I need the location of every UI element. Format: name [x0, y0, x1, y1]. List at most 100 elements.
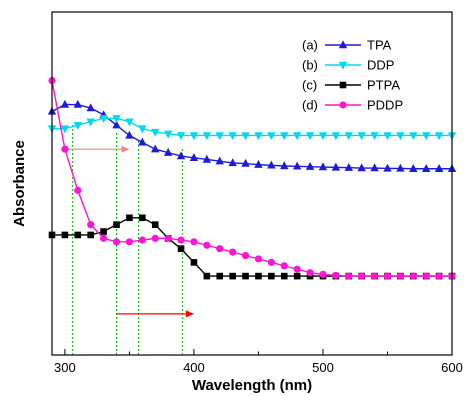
data-point	[190, 259, 198, 266]
data-point	[216, 245, 224, 253]
data-point	[125, 130, 134, 139]
data-point	[254, 255, 263, 263]
data-point	[151, 128, 160, 137]
data-point	[319, 270, 327, 278]
data-point	[202, 132, 212, 141]
data-point	[421, 164, 431, 172]
data-point	[338, 40, 348, 49]
data-point	[305, 132, 315, 141]
data-point	[318, 162, 328, 171]
data-point	[241, 158, 250, 167]
data-point	[138, 236, 146, 244]
data-point	[138, 137, 147, 146]
data-point	[112, 120, 121, 129]
data-point	[434, 164, 444, 172]
data-point	[151, 234, 159, 242]
data-point	[113, 221, 120, 228]
data-point	[87, 231, 95, 239]
data-point	[383, 272, 392, 280]
data-point	[74, 186, 82, 194]
x-tick-label: 500	[312, 360, 334, 375]
data-point	[73, 99, 83, 108]
legend-prefix: (d)	[302, 98, 318, 113]
annotation-arrows	[64, 145, 194, 318]
legend: (a) TPA (b) DDP (c) PTPA (d) PDDP	[302, 38, 403, 113]
data-point	[383, 163, 392, 172]
x-tick-label: 300	[54, 360, 76, 375]
data-point	[202, 154, 212, 163]
data-point	[87, 221, 95, 229]
data-point	[267, 132, 276, 141]
data-point	[292, 132, 302, 141]
legend-item: (b) DDP	[302, 58, 394, 73]
data-point	[254, 132, 263, 141]
data-point	[409, 272, 417, 280]
data-point	[163, 130, 173, 139]
data-point	[267, 258, 275, 266]
data-point	[86, 103, 95, 112]
data-point	[190, 238, 198, 246]
x-tick-label: 600	[441, 360, 463, 375]
data-point	[370, 163, 379, 172]
data-point	[177, 245, 185, 252]
data-point	[74, 231, 82, 239]
legend-label: PTPA	[367, 78, 400, 93]
data-point	[215, 132, 224, 141]
data-point	[370, 272, 379, 280]
data-point	[280, 262, 288, 270]
arrow-head	[121, 145, 130, 153]
series-group	[47, 77, 457, 280]
data-point	[241, 251, 250, 260]
data-point	[125, 118, 134, 127]
legend-item: (a) TPA	[302, 38, 392, 53]
x-axis-ticks: 300 400 500 600	[54, 349, 463, 375]
data-point	[73, 121, 83, 130]
series-ptpa	[48, 214, 456, 280]
data-point	[267, 160, 276, 169]
data-point	[344, 163, 353, 171]
data-point	[435, 272, 443, 280]
data-point	[112, 115, 121, 124]
legend-item: (c) PTPA	[302, 78, 400, 93]
data-point	[280, 272, 288, 280]
plot-frame	[51, 11, 453, 356]
data-point	[164, 234, 172, 242]
series-tpa	[47, 99, 457, 172]
data-point	[126, 214, 133, 222]
legend-prefix: (a)	[302, 38, 318, 53]
data-point	[293, 265, 301, 273]
data-point	[370, 132, 379, 141]
data-point	[176, 151, 186, 160]
data-point	[396, 132, 405, 141]
data-point	[228, 132, 237, 141]
data-point	[255, 272, 262, 280]
data-point	[60, 125, 70, 134]
arrow-head	[185, 310, 194, 318]
data-point	[216, 272, 224, 280]
data-point	[241, 132, 250, 141]
data-point	[268, 272, 275, 280]
data-point	[344, 132, 353, 141]
data-point	[61, 231, 69, 239]
data-point	[396, 272, 404, 280]
data-point	[422, 272, 430, 280]
data-point	[138, 125, 147, 134]
data-point	[332, 271, 340, 280]
data-point	[293, 272, 301, 280]
data-point	[357, 163, 366, 172]
data-point	[421, 132, 431, 141]
data-point	[331, 132, 341, 141]
data-point	[100, 228, 107, 235]
data-point	[396, 163, 405, 172]
data-point	[229, 248, 237, 256]
data-point	[383, 132, 392, 141]
data-point	[99, 115, 108, 124]
legend-label: TPA	[367, 38, 392, 53]
data-point	[242, 272, 249, 280]
data-point	[139, 214, 146, 222]
data-point	[292, 161, 302, 170]
legend-prefix: (b)	[302, 58, 318, 73]
data-point	[100, 234, 108, 242]
data-point	[280, 132, 289, 141]
